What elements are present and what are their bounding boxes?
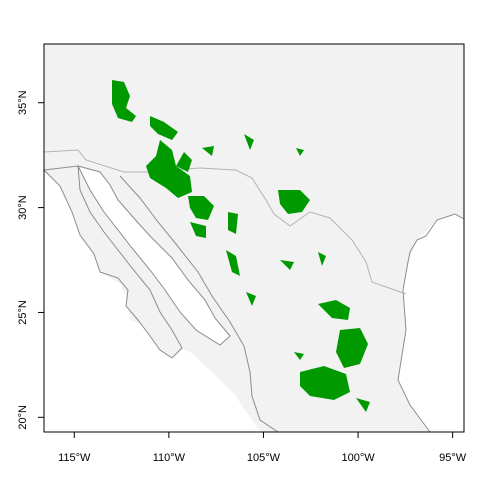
plot-frame (43, 43, 465, 433)
x-tick-label: 115°W (58, 452, 91, 464)
gulf-of-california (77, 165, 231, 346)
map-panel (42, 44, 465, 433)
y-tick-label: 30°N (17, 195, 29, 220)
habitat-patch (150, 116, 178, 140)
habitat-patch (226, 250, 240, 276)
x-tick-label: 110°W (153, 452, 186, 464)
habitat-patch (176, 152, 192, 172)
habitat-patch (244, 134, 254, 150)
habitat-patch (188, 196, 214, 220)
y-tick-label: 25°N (17, 300, 29, 325)
mainland-coast (119, 175, 279, 433)
gulf-coast (397, 213, 465, 433)
habitat-patch (280, 260, 294, 270)
x-axis: 115°W 110°W 105°W 100°W 95°W (58, 432, 467, 464)
habitat-patch (112, 80, 136, 122)
habitat-patch (190, 222, 206, 238)
habitat-patch (202, 146, 214, 156)
habitat-patch (300, 366, 350, 400)
habitat-patch (296, 148, 304, 156)
habitat-patch (294, 352, 304, 360)
gulf-of-mexico (398, 214, 464, 432)
habitat-patches (112, 80, 370, 412)
y-tick-label: 35°N (17, 90, 29, 115)
baja-california (42, 165, 183, 359)
habitat-patch (336, 328, 368, 368)
x-tick-label: 105°W (247, 452, 281, 464)
habitat-patch (356, 398, 370, 412)
y-axis: 20°N 25°N 30°N 35°N (17, 90, 44, 430)
habitat-patch (318, 252, 326, 266)
us-mexico-border (43, 149, 407, 295)
y-tick-label: 20°N (17, 405, 29, 430)
habitat-patch (146, 140, 192, 198)
pacific-ocean (44, 170, 260, 432)
habitat-patch (246, 292, 256, 306)
habitat-patch (278, 190, 310, 214)
x-tick-label: 95°W (439, 452, 467, 464)
habitat-patch (318, 300, 350, 320)
x-tick-label: 100°W (341, 452, 375, 464)
habitat-patch (228, 212, 238, 234)
